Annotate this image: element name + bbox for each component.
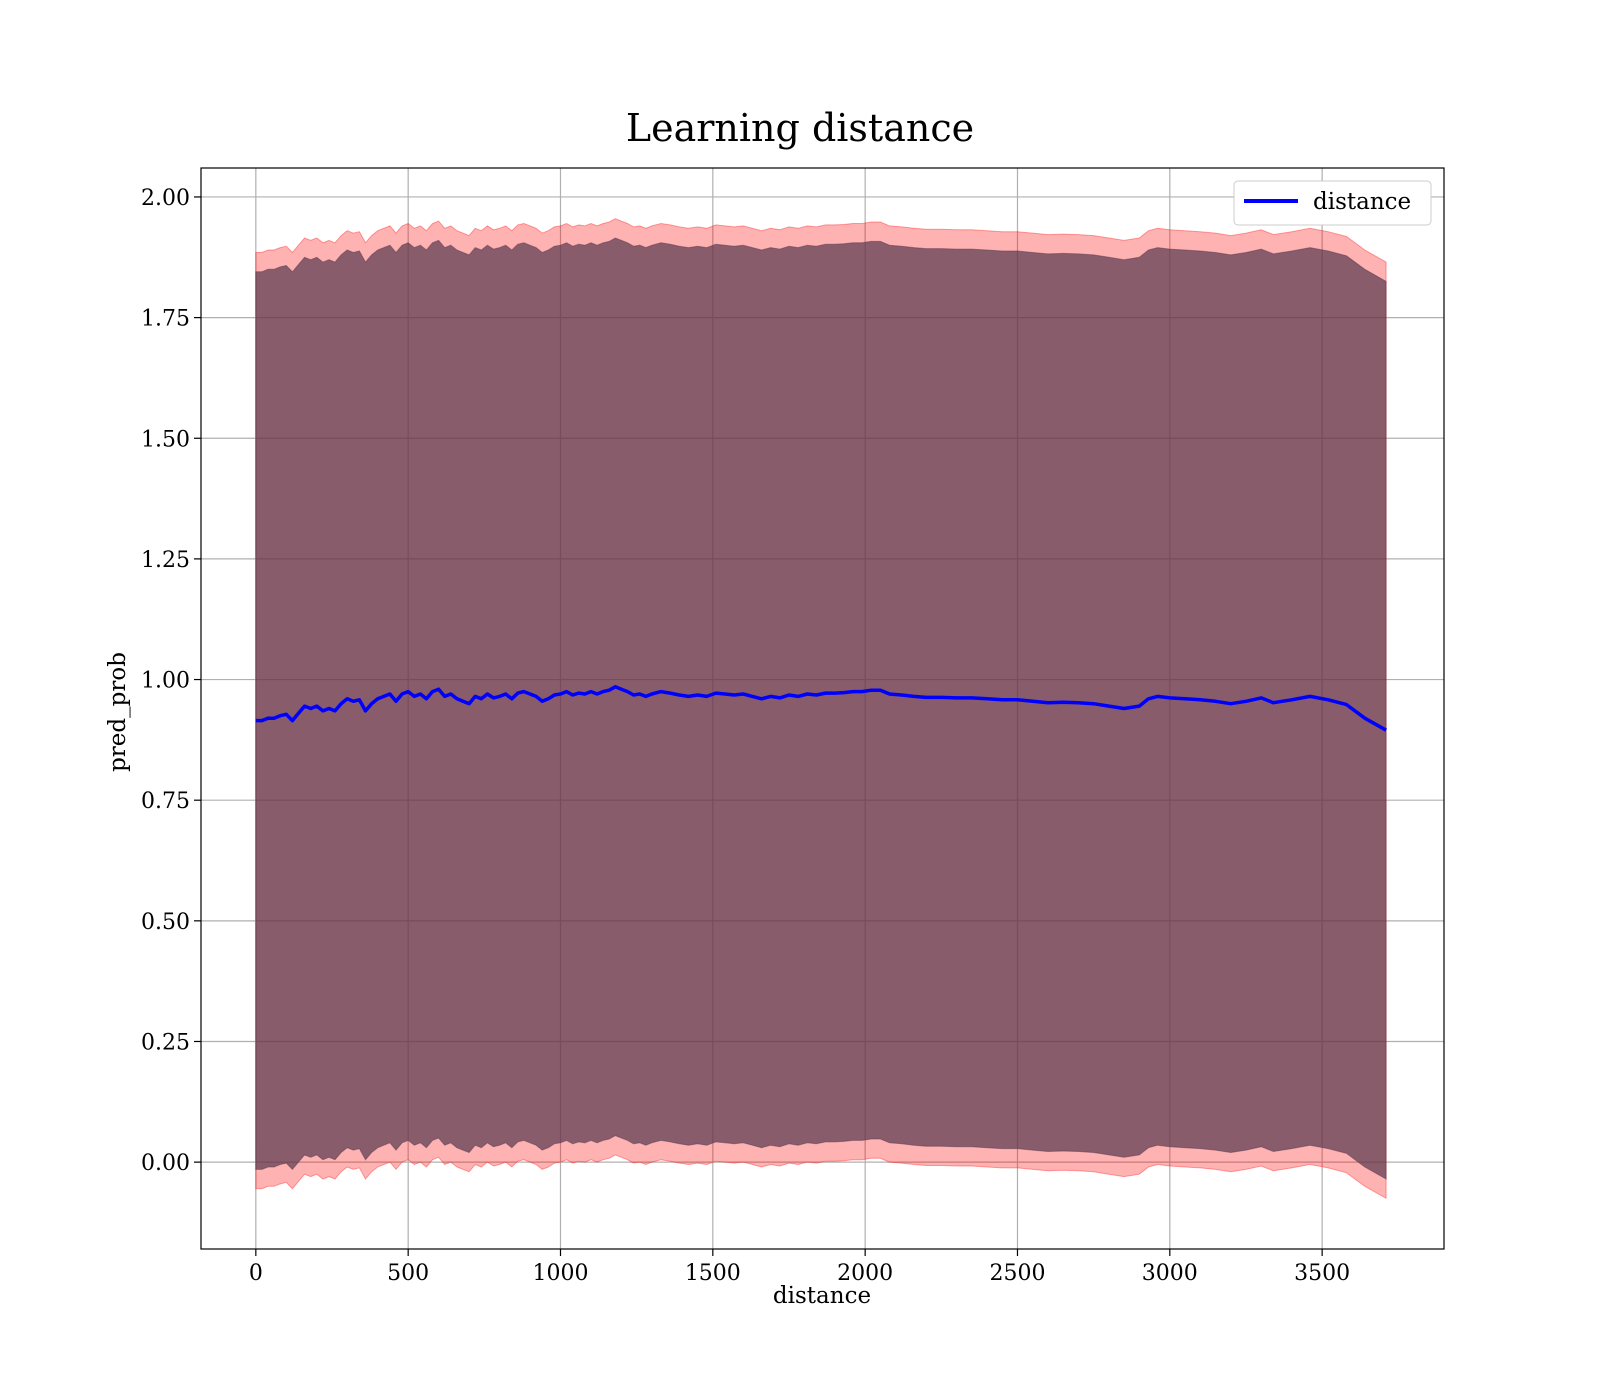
- legend-label-distance: distance: [1313, 189, 1411, 215]
- legend: distance: [1233, 180, 1432, 226]
- x-tick-label: 3000: [1142, 1261, 1198, 1286]
- y-tick-label: 0.50: [141, 910, 190, 935]
- series-lines: [255, 685, 1387, 732]
- x-axis-label: distance: [773, 1283, 871, 1309]
- x-tick-label: 2000: [837, 1261, 893, 1286]
- chart-title: Learning distance: [626, 106, 974, 150]
- y-tick-label: 0.00: [141, 1151, 190, 1176]
- y-tick-label: 2.00: [141, 186, 190, 211]
- y-tick-label: 0.25: [141, 1030, 190, 1055]
- y-axis-ticks: 0.00 0.25 0.50 0.75 1.00 1.25 1.50 1.75 2.00: [141, 186, 201, 1176]
- x-tick-label: 2500: [989, 1261, 1045, 1286]
- y-tick-label: 1.75: [141, 307, 190, 332]
- confidence-bands: [255, 218, 1387, 1200]
- inner-band: [255, 237, 1387, 1180]
- x-tick-label: 3500: [1294, 1261, 1350, 1286]
- y-axis-label: pred_prob: [105, 652, 131, 772]
- x-tick-label: 1500: [685, 1261, 741, 1286]
- y-tick-label: 1.50: [141, 427, 190, 452]
- legend-box: [1233, 180, 1432, 226]
- x-tick-label: 1000: [532, 1261, 588, 1286]
- series-line-distance: [255, 685, 1387, 732]
- y-tick-label: 0.75: [141, 789, 190, 814]
- x-tick-label: 0: [249, 1261, 263, 1286]
- x-axis-ticks: 0 500 1000 1500 2000 2500 3000 3500: [249, 1249, 1350, 1286]
- plot-frame: [200, 167, 1445, 1250]
- y-tick-label: 1.00: [141, 669, 190, 694]
- x-tick-label: 500: [387, 1261, 429, 1286]
- y-tick-label: 1.25: [141, 548, 190, 573]
